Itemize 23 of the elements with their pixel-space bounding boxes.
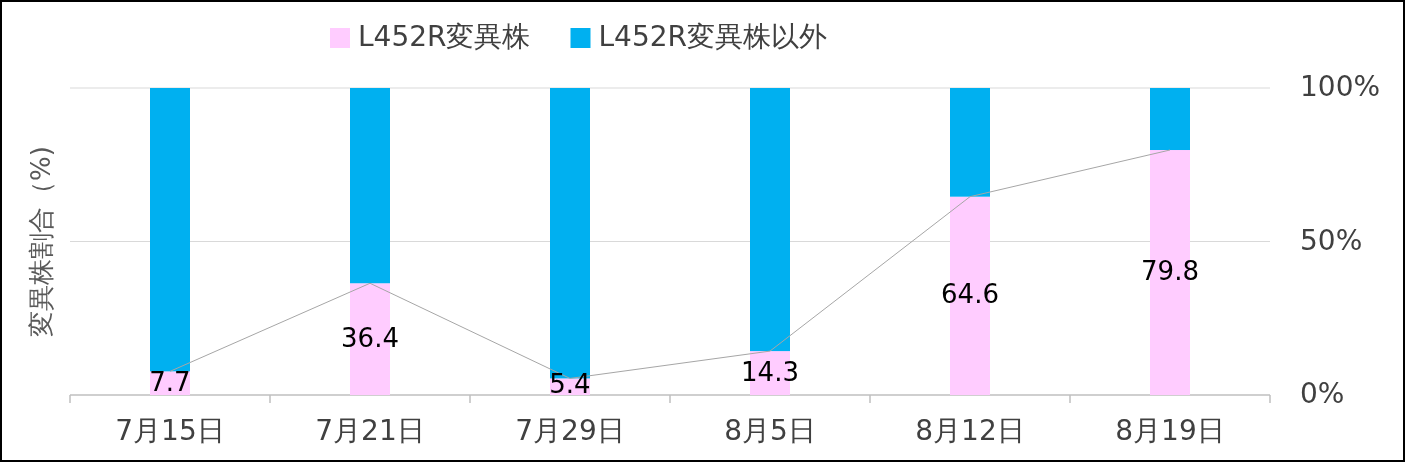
data-label: 79.8	[1141, 256, 1199, 287]
x-tick-label: 7月29日	[515, 414, 625, 447]
data-label: 36.4	[341, 322, 399, 353]
x-tick-label: 8月19日	[1115, 414, 1225, 447]
data-label: 7.7	[149, 366, 191, 397]
y-tick-label: 0%	[1300, 377, 1345, 410]
bar	[1150, 88, 1190, 151]
data-label: 14.3	[741, 356, 799, 387]
legend-label: L452R変異株以外	[598, 20, 827, 53]
legend-label: L452R変異株	[358, 20, 531, 53]
x-tick-label: 7月15日	[115, 414, 225, 447]
bar	[350, 88, 390, 284]
x-tick-label: 8月5日	[724, 414, 816, 447]
bar	[750, 88, 790, 352]
x-tick-label: 7月21日	[315, 414, 425, 447]
x-tick-label: 8月12日	[915, 414, 1025, 447]
y-tick-label: 50%	[1300, 223, 1363, 257]
bar	[150, 88, 190, 372]
y-tick-label: 100%	[1300, 70, 1381, 103]
data-label: 64.6	[941, 279, 999, 310]
bar	[950, 88, 990, 197]
data-label: 5.4	[549, 368, 591, 399]
y-axis-title: 変異株割合（%)	[25, 146, 56, 337]
